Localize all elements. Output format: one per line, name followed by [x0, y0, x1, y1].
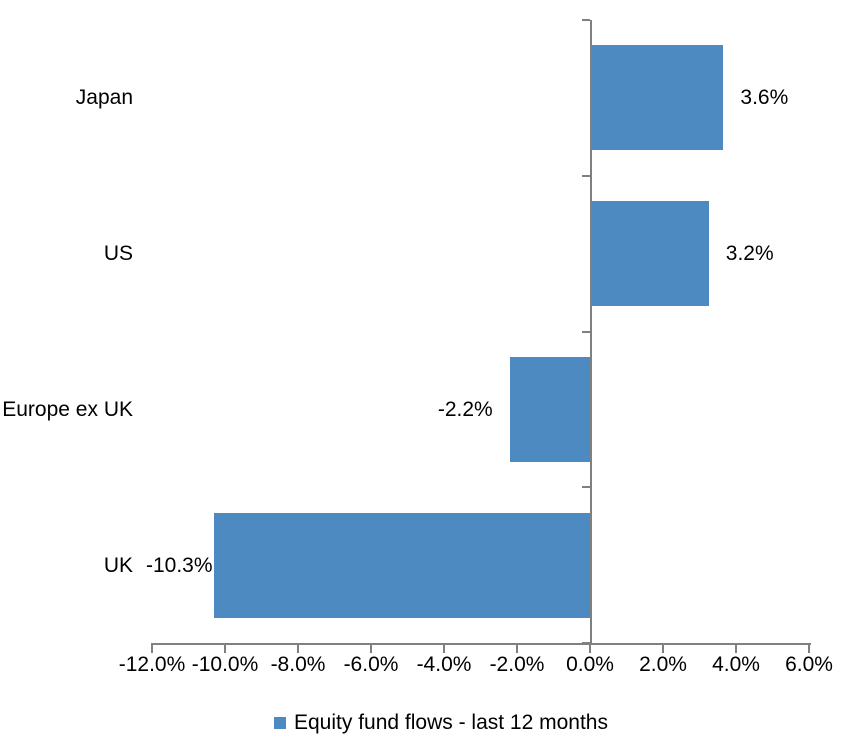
bar-us	[592, 201, 709, 307]
x-axis-line	[151, 643, 811, 645]
data-label-us: 3.2%	[725, 242, 774, 266]
category-label-us: US	[103, 242, 133, 266]
category-label-japan: Japan	[75, 86, 133, 110]
category-label-europe-ex-uk: Europe ex UK	[2, 397, 133, 421]
x-axis-tick-label: -4.0%	[416, 653, 472, 676]
data-label-uk: -10.3%	[146, 553, 213, 577]
y-axis-tick	[582, 642, 590, 644]
y-axis-tick	[582, 19, 590, 21]
x-axis-tick-label: 2.0%	[639, 653, 687, 676]
x-axis-tick	[662, 643, 664, 653]
x-axis-tick	[151, 643, 153, 653]
x-axis-tick-label: 4.0%	[712, 653, 760, 676]
x-axis-tick	[735, 643, 737, 653]
category-label-uk: UK	[103, 553, 133, 577]
legend-series-label: Equity fund flows - last 12 months	[294, 711, 608, 734]
x-axis-tick-label: -12.0%	[118, 653, 186, 676]
x-axis-tick	[443, 643, 445, 653]
x-axis-tick	[808, 643, 810, 653]
x-axis-tick-label: -2.0%	[489, 653, 545, 676]
x-axis-tick-label: -8.0%	[270, 653, 326, 676]
bar-uk	[214, 512, 590, 618]
x-axis-tick-label: 0.0%	[566, 653, 614, 676]
x-axis-tick-label: -10.0%	[191, 653, 259, 676]
bar-japan	[592, 45, 724, 151]
x-axis-tick	[516, 643, 518, 653]
x-axis-tick	[370, 643, 372, 653]
x-axis-tick-label: 6.0%	[785, 653, 833, 676]
x-axis-tick	[297, 643, 299, 653]
legend: Equity fund flows - last 12 months	[274, 709, 608, 737]
y-axis-tick	[582, 174, 590, 177]
data-label-japan: 3.6%	[740, 86, 789, 110]
x-axis-tick-label: -6.0%	[343, 653, 399, 676]
bar-europe-ex-uk	[509, 356, 590, 462]
legend-marker-square-icon	[274, 717, 286, 729]
x-axis-tick	[224, 643, 226, 653]
y-axis-tick	[582, 486, 590, 489]
data-label-europe-ex-uk: -2.2%	[437, 397, 493, 421]
y-axis-tick	[582, 330, 590, 333]
y-axis-line	[590, 20, 592, 645]
x-axis-tick	[589, 643, 591, 653]
